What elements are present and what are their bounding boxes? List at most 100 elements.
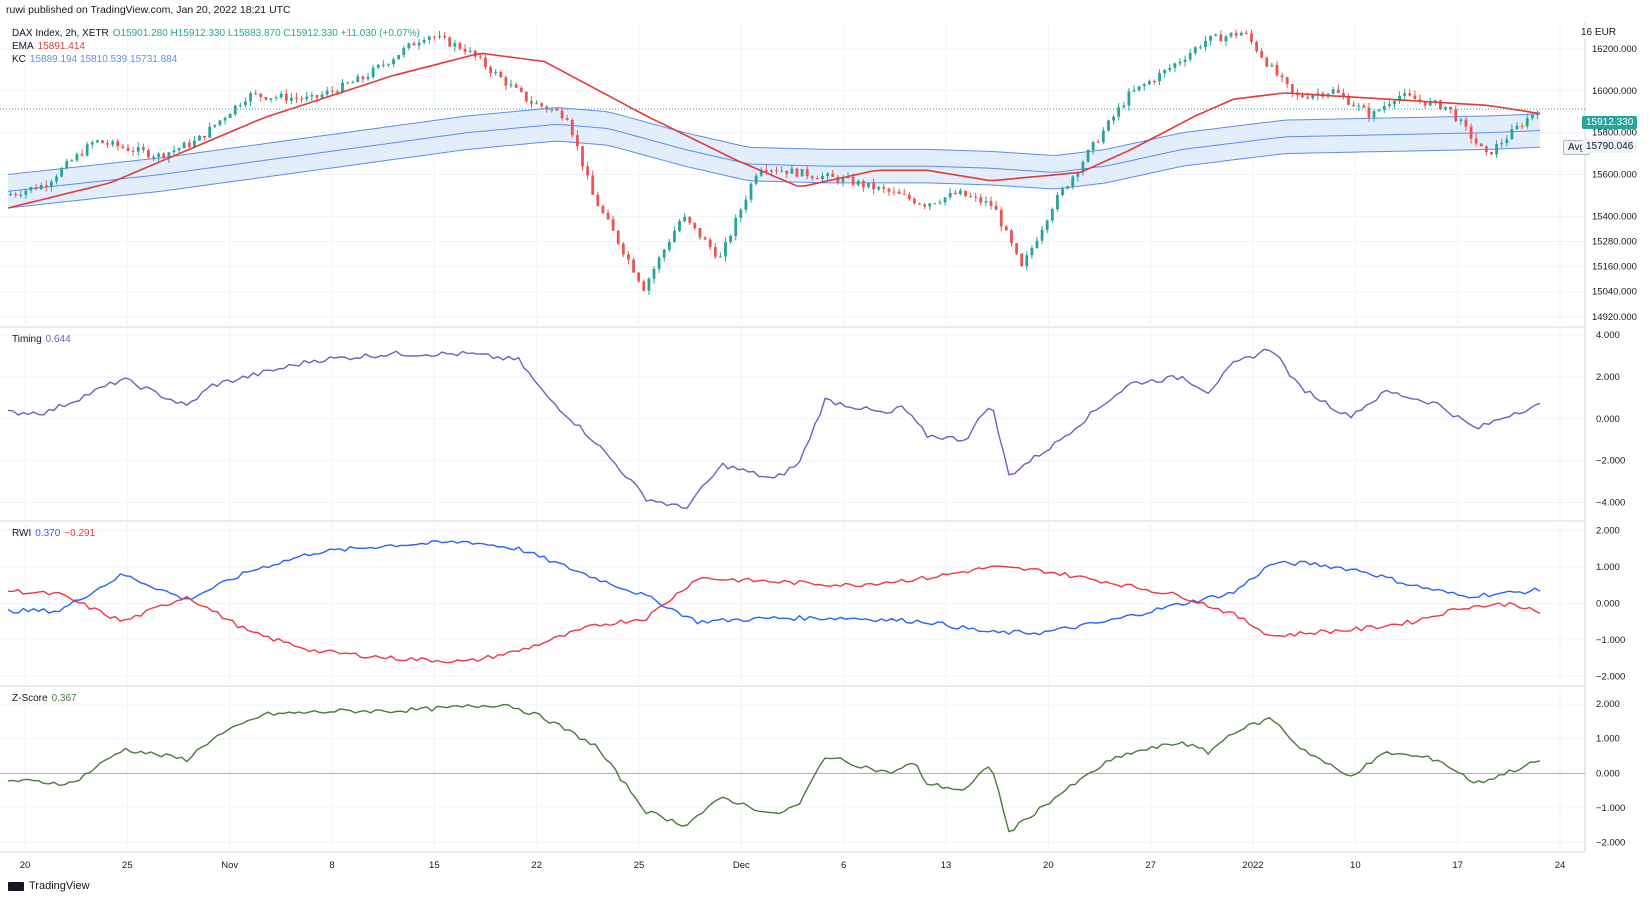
candle-body [19,194,23,196]
candle-body [601,206,605,213]
indicator-tick-label: −2.000 [1596,838,1625,849]
candle-body [1112,116,1115,121]
candle-body [448,37,452,47]
candle-body [667,242,671,250]
candle-body [315,95,319,98]
candle-body [647,278,651,291]
time-tick-label: 22 [531,860,542,871]
candle-body [846,176,850,178]
last-price-tag: 15912.330 [1582,116,1638,129]
rwi-high-value: 0.370 [35,528,61,539]
indicator-tick-label: 0.000 [1596,768,1620,779]
candle-body [1173,63,1177,68]
candle-body [208,126,212,138]
candle-body [1500,143,1504,145]
candle-body [320,94,324,98]
candle-body [1040,229,1044,241]
candle-body [494,72,498,74]
candle-body [989,201,993,206]
candle-body [427,36,431,40]
candle-body [1311,95,1315,99]
candle-body [703,237,707,240]
candle-body [509,84,513,86]
candle-body [540,103,544,107]
candle-body [1418,99,1422,101]
candle-body [1224,36,1228,42]
candle-body [192,140,196,147]
candle-body [851,176,855,185]
candle-body [9,194,12,196]
candle-body [632,259,635,273]
price-tick-label: 16000.000 [1592,86,1637,97]
candle-body [1423,100,1427,106]
candle-body [1193,47,1197,54]
timing-legend: Timing 0.644 [12,333,75,346]
candle-body [754,175,758,184]
candle-body [443,35,447,38]
candle-body [274,97,278,99]
candle-body [65,161,69,169]
time-tick-label: 25 [634,860,645,871]
indicator-tick-label: 4.000 [1596,330,1620,341]
candle-body [126,147,130,151]
timing-value: 0.644 [45,334,71,345]
candle-body [228,114,232,118]
candle-body [1536,113,1539,116]
price-tick-label: 16200.000 [1592,44,1637,55]
candle-body [463,48,467,52]
kc-upper-line [7,107,1541,175]
candle-body [780,170,784,172]
candle-body [621,243,625,255]
candle-body [34,187,38,190]
candle-body [938,202,942,204]
footer-brand[interactable]: TradingView [8,880,90,892]
time-tick-label: 24 [1555,860,1566,871]
candle-body [923,204,927,207]
brand-name: TradingView [29,880,90,892]
candle-body [55,176,58,182]
candle-body [708,239,712,248]
candle-body [167,152,171,158]
candle-body [438,35,441,38]
candle-body [341,82,344,93]
candle-body [1490,152,1493,155]
candle-body [1459,119,1463,121]
candle-body [785,170,789,174]
candle-body [1209,35,1213,41]
candle-body [872,182,875,190]
candle-body [1336,89,1340,93]
candle-body [1122,105,1126,108]
candle-body [29,187,33,191]
candle-body [1188,53,1192,60]
candle-body [80,154,84,156]
candle-body [422,39,426,43]
price-tick-label: 14920.000 [1592,312,1637,323]
candle-body [1393,101,1396,105]
candle-body [1505,139,1509,144]
candle-body [366,76,370,80]
candle-body [729,235,732,243]
candle-body [1301,95,1304,98]
candle-body [1495,144,1498,155]
candle-body [606,212,610,220]
candle-body [1510,129,1514,140]
time-tick-label: 27 [1145,860,1156,871]
candle-body [468,50,472,52]
kc-lower-line [7,140,1541,209]
ema-value: 15891.414 [37,41,85,52]
indicator-tick-label: −2.000 [1596,456,1625,467]
candle-body [1107,120,1110,131]
candle-body [514,84,518,88]
candle-body [1056,194,1059,210]
candle-body [974,196,978,198]
candle-body [44,185,48,187]
candle-body [831,173,835,177]
candle-body [913,199,916,204]
candle-body [565,118,569,121]
indicator-tick-label: 2.000 [1596,699,1620,710]
main-legend: DAX Index, 2h, XETR O15901.280 H15912.330… [12,27,424,66]
candle-body [545,106,549,110]
candle-body [1444,106,1447,110]
series-line-z-score [7,703,1541,833]
